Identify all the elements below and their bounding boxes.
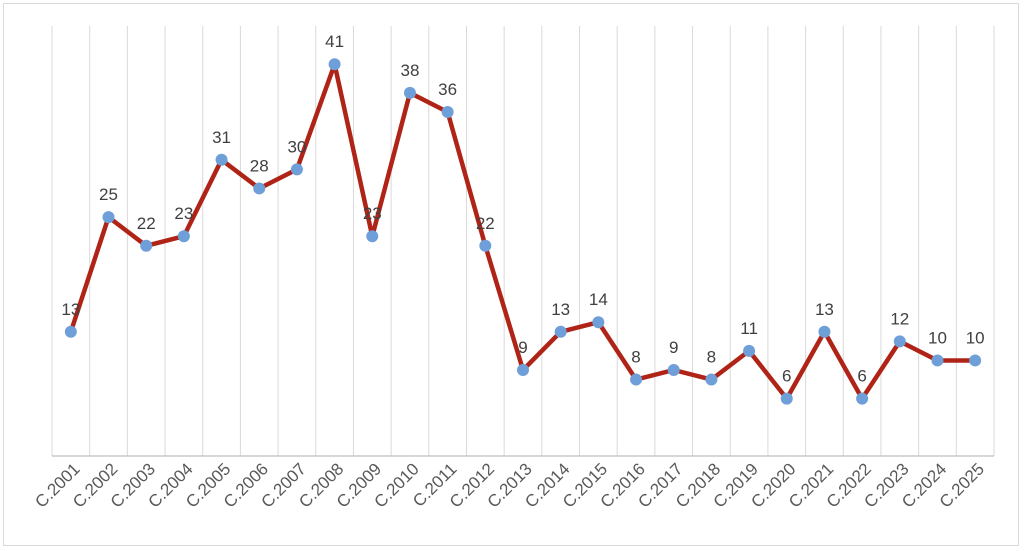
data-label: 11: [740, 319, 758, 338]
data-label: 30: [287, 137, 306, 156]
data-point: [253, 182, 266, 195]
data-point: [667, 364, 680, 376]
data-point: [856, 392, 869, 405]
data-point: [328, 58, 341, 71]
data-point: [102, 211, 115, 224]
data-point: [177, 230, 190, 243]
chart-frame: C.2001 C.2002 C.2003 C.2004 C.2005 C.2006 C.20…: [3, 3, 1019, 546]
data-label: 13: [551, 300, 570, 319]
data-point: [931, 354, 944, 367]
data-label: 12: [890, 309, 909, 328]
data-label: 14: [589, 290, 608, 309]
data-point: [630, 373, 643, 386]
data-point: [705, 373, 718, 386]
data-label: 8: [631, 348, 640, 367]
data-label: 9: [518, 338, 527, 357]
data-point: [441, 106, 454, 118]
data-label: 8: [707, 348, 716, 367]
data-point: [893, 335, 906, 348]
data-label: 38: [400, 61, 419, 80]
data-point: [215, 153, 228, 166]
data-point: [479, 239, 492, 252]
line-chart: C.2001C.2002C.2003C.2004C.2005C.2006C.20…: [31, 26, 995, 512]
data-label: 9: [669, 338, 678, 357]
data-label: 25: [99, 185, 118, 204]
data-label: 31: [212, 128, 231, 147]
data-point: [818, 325, 831, 338]
data-point: [403, 86, 416, 99]
data-point: [140, 239, 153, 252]
data-point: [290, 163, 303, 176]
data-point: [592, 316, 605, 329]
data-label: 22: [476, 214, 495, 233]
data-point: [780, 392, 793, 405]
data-label: 10: [966, 328, 985, 347]
data-label: 28: [250, 156, 269, 175]
data-label: 22: [137, 214, 156, 233]
data-label: 6: [782, 367, 791, 386]
data-label: 13: [815, 300, 834, 319]
data-label: 10: [928, 328, 947, 347]
data-label: 13: [61, 300, 80, 319]
data-point: [64, 325, 77, 338]
data-label: 41: [325, 32, 344, 51]
data-label: 36: [438, 80, 457, 99]
data-label: 23: [363, 204, 382, 223]
data-point: [743, 344, 756, 357]
data-point: [517, 364, 529, 376]
data-point: [366, 230, 379, 243]
data-label: 23: [174, 204, 193, 223]
data-point: [969, 354, 982, 367]
data-label: 6: [857, 367, 866, 386]
data-point: [554, 325, 567, 338]
